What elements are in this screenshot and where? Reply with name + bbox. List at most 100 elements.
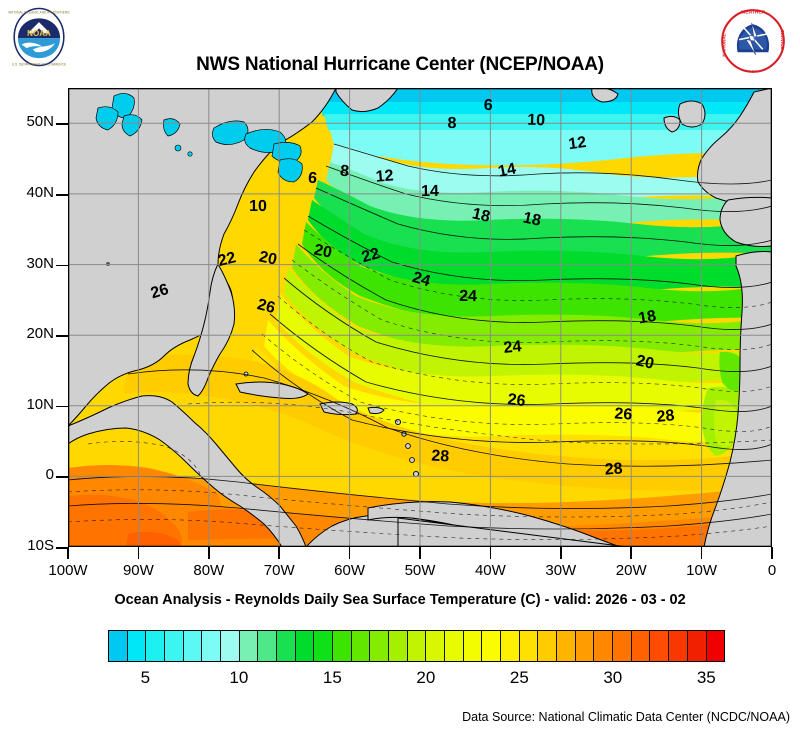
y-tick-label-10N: 10N — [6, 396, 54, 413]
x-tick-mark — [490, 547, 492, 559]
colorbar-segment-0 — [109, 631, 128, 661]
colorbar-tick-5: 5 — [115, 668, 175, 688]
contour-label-28: 28 — [656, 407, 675, 426]
x-tick-label-90W: 90W — [108, 562, 168, 579]
colorbar-segment-8 — [258, 631, 277, 661]
colorbar-segment-32 — [707, 631, 725, 661]
contour-label-20: 20 — [312, 241, 333, 261]
contour-label-14: 14 — [497, 160, 518, 180]
svg-text:NATIONAL OCEANIC AND ATMOSPHER: NATIONAL OCEANIC AND ATMOSPHERIC — [8, 10, 70, 14]
x-tick-label-0: 0 — [742, 562, 800, 579]
y-tick-mark — [56, 194, 68, 196]
contour-label-10: 10 — [249, 198, 267, 215]
y-tick-label-20N: 20N — [6, 325, 54, 342]
colorbar[interactable] — [108, 630, 725, 662]
contour-label-12: 12 — [567, 134, 587, 153]
x-tick-mark — [67, 547, 69, 559]
contour-label-10: 10 — [527, 112, 546, 130]
colorbar-segment-7 — [240, 631, 259, 661]
y-tick-mark — [56, 547, 68, 549]
x-tick-label-60W: 60W — [320, 562, 380, 579]
colorbar-segment-29 — [650, 631, 669, 661]
x-tick-label-100W: 100W — [38, 562, 98, 579]
colorbar-tick-25: 25 — [489, 668, 549, 688]
contour-label-8: 8 — [339, 163, 350, 181]
contour-label-28: 28 — [431, 448, 450, 466]
contour-label-14: 14 — [421, 183, 439, 200]
y-tick-label-50N: 50N — [6, 113, 54, 130]
colorbar-segment-21 — [501, 631, 520, 661]
x-tick-label-70W: 70W — [249, 562, 309, 579]
colorbar-tick-20: 20 — [396, 668, 456, 688]
colorbar-segment-20 — [482, 631, 501, 661]
colorbar-segment-19 — [464, 631, 483, 661]
colorbar-segment-3 — [165, 631, 184, 661]
page-title: NWS National Hurricane Center (NCEP/NOAA… — [0, 54, 800, 76]
colorbar-tick-10: 10 — [209, 668, 269, 688]
x-tick-label-10W: 10W — [672, 562, 732, 579]
x-tick-mark — [208, 547, 210, 559]
y-tick-label-10S: 10S — [6, 537, 54, 554]
colorbar-segment-26 — [594, 631, 613, 661]
colorbar-tick-30: 30 — [583, 668, 643, 688]
colorbar-segment-5 — [202, 631, 221, 661]
contour-label-24: 24 — [503, 338, 522, 357]
x-tick-label-30W: 30W — [531, 562, 591, 579]
colorbar-segment-13 — [352, 631, 371, 661]
colorbar-segment-1 — [128, 631, 147, 661]
colorbar-segment-24 — [557, 631, 576, 661]
colorbar-segment-27 — [613, 631, 632, 661]
x-tick-label-80W: 80W — [179, 562, 239, 579]
y-tick-label-40N: 40N — [6, 184, 54, 201]
x-tick-mark — [419, 547, 421, 559]
svg-text:SERVICE: SERVICE — [780, 30, 785, 50]
contour-label-26: 26 — [507, 391, 527, 410]
colorbar-segment-15 — [389, 631, 408, 661]
map-layers: 6 8 10 12 14 6 8 12 14 10 18 18 22 20 20 22 24 24 26 26 18 24… — [68, 88, 772, 547]
x-tick-mark — [701, 547, 703, 559]
colorbar-segment-23 — [538, 631, 557, 661]
colorbar-segment-16 — [408, 631, 427, 661]
x-tick-mark — [138, 547, 140, 559]
contour-label-8: 8 — [448, 115, 457, 132]
y-tick-label-0: 0 — [6, 466, 54, 483]
x-tick-mark — [278, 547, 280, 559]
contour-label-28: 28 — [604, 460, 623, 478]
svg-text:WEATHER: WEATHER — [741, 10, 766, 16]
sst-map[interactable]: 6 8 10 12 14 6 8 12 14 10 18 18 22 20 20 22 24 24 26 26 18 24… — [68, 88, 772, 547]
x-tick-label-50W: 50W — [390, 562, 450, 579]
colorbar-segment-18 — [445, 631, 464, 661]
y-tick-mark — [56, 123, 68, 125]
colorbar-segment-25 — [576, 631, 595, 661]
y-tick-label-30N: 30N — [6, 255, 54, 272]
y-tick-mark — [56, 476, 68, 478]
contour-label-12: 12 — [375, 167, 394, 185]
colorbar-segment-12 — [333, 631, 352, 661]
contour-label-26: 26 — [614, 405, 633, 423]
y-tick-mark — [56, 335, 68, 337]
contour-label-18: 18 — [637, 308, 658, 328]
svg-text:NOAA: NOAA — [27, 29, 51, 38]
colorbar-segment-4 — [184, 631, 203, 661]
map-caption: Ocean Analysis - Reynolds Daily Sea Surf… — [0, 592, 800, 608]
x-tick-mark — [630, 547, 632, 559]
y-tick-mark — [56, 265, 68, 267]
colorbar-segment-22 — [520, 631, 539, 661]
contour-label-20: 20 — [257, 248, 278, 268]
colorbar-segment-11 — [314, 631, 333, 661]
x-tick-mark — [771, 547, 773, 559]
colorbar-tick-15: 15 — [302, 668, 362, 688]
colorbar-segment-6 — [221, 631, 240, 661]
x-tick-label-20W: 20W — [601, 562, 661, 579]
data-source-note: Data Source: National Climatic Data Cent… — [0, 710, 790, 724]
x-tick-mark — [349, 547, 351, 559]
colorbar-segment-31 — [688, 631, 707, 661]
colorbar-segment-17 — [426, 631, 445, 661]
colorbar-segment-28 — [632, 631, 651, 661]
contour-label-24: 24 — [459, 288, 477, 305]
colorbar-segment-2 — [146, 631, 165, 661]
colorbar-segment-14 — [370, 631, 389, 661]
colorbar-tick-35: 35 — [676, 668, 736, 688]
colorbar-segments — [108, 630, 725, 662]
x-tick-mark — [560, 547, 562, 559]
